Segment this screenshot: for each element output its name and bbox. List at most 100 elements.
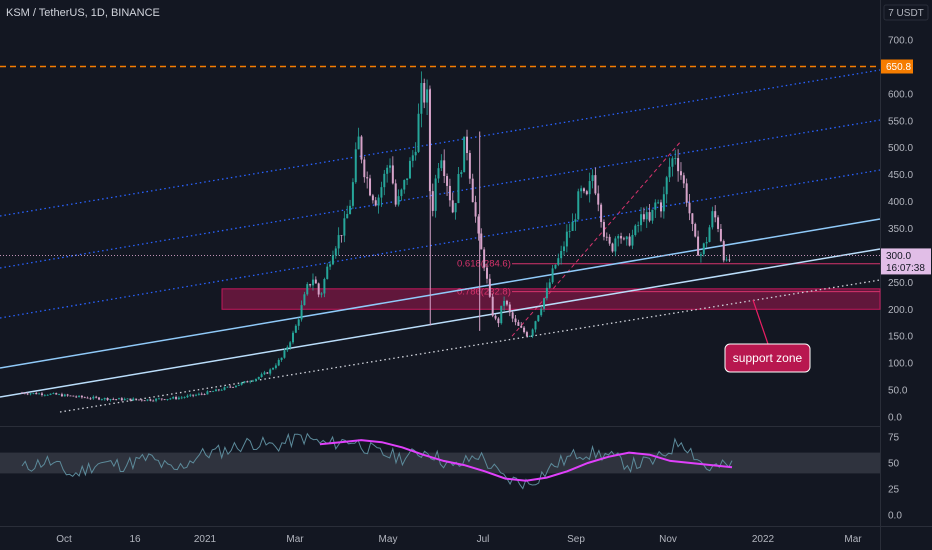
candle-5: [35, 391, 38, 395]
callout-pointer: [752, 299, 769, 345]
candle-134: [403, 179, 406, 194]
candle-221: [651, 209, 654, 224]
candle-3: [29, 392, 32, 396]
candle-132: [397, 189, 400, 207]
candle-93: [286, 345, 289, 353]
price-axis[interactable]: 700.0650.0600.0550.0500.0450.0400.0350.0…: [888, 36, 913, 424]
candle-192: [568, 223, 571, 238]
candle-113: [343, 210, 346, 243]
candle-231: [679, 162, 682, 180]
candle-63: [200, 392, 203, 396]
candle-210: [620, 232, 623, 244]
candle-105: [320, 292, 323, 298]
candle-202: [597, 185, 600, 212]
candle-207: [611, 242, 614, 253]
candle-156: [466, 129, 469, 161]
candle-247: [725, 256, 728, 262]
candle-20: [78, 395, 81, 398]
candle-30: [106, 397, 109, 401]
candle-188: [557, 253, 560, 267]
candle-196: [580, 185, 583, 198]
candle-180: [534, 320, 537, 333]
price-tick-label-12: 100.0: [888, 359, 913, 370]
candle-220: [648, 204, 651, 223]
chart-title: KSM / TetherUS, 1D, BINANCE: [6, 7, 160, 19]
candle-46: [152, 399, 155, 402]
candle-10: [49, 393, 52, 396]
candle-160: [477, 214, 480, 241]
candle-64: [203, 393, 206, 396]
candle-228: [671, 156, 674, 177]
candle-49: [160, 398, 163, 401]
candle-106: [323, 277, 326, 298]
rsi-tick-label-0: 75: [888, 433, 900, 444]
candle-194: [574, 213, 577, 231]
candle-42: [140, 399, 143, 402]
price-tick-label-13: 50.0: [888, 386, 908, 397]
candle-205: [605, 232, 608, 241]
candle-191: [565, 224, 568, 253]
candle-47: [155, 398, 158, 403]
candle-44: [146, 399, 149, 402]
candle-235: [691, 213, 694, 232]
candle-65: [206, 390, 209, 395]
candle-36: [123, 397, 126, 401]
candle-142: [426, 79, 429, 115]
fib-level-label-1: 0.786(232.8): [457, 287, 511, 298]
time-tick-label-5: Jul: [477, 534, 490, 545]
candle-206: [608, 234, 611, 246]
support-zone-callout[interactable]: support zone: [724, 299, 811, 373]
candle-227: [668, 157, 671, 183]
fib-trend-line: [511, 142, 681, 337]
candle-164: [488, 274, 491, 298]
candle-79: [246, 380, 249, 383]
current-price-label: 300.016:07:38: [881, 248, 931, 275]
candle-29: [103, 397, 106, 401]
resistance-price-text: 650.8: [886, 62, 911, 73]
channel-lower-line: [0, 248, 881, 398]
candle-25: [92, 395, 95, 400]
currency-button[interactable]: 7 USDT: [883, 4, 929, 21]
candle-168: [500, 305, 503, 325]
candle-126: [380, 181, 383, 207]
candle-15: [63, 393, 66, 397]
candle-70: [220, 388, 223, 391]
rsi-pane[interactable]: [0, 428, 880, 526]
candle-81: [252, 379, 255, 382]
candle-58: [186, 394, 189, 399]
candle-159: [474, 195, 477, 223]
time-axis[interactable]: Oct 16 2021 Mar May Jul Sep Nov 2022 Mar: [56, 534, 862, 545]
candle-41: [137, 399, 140, 401]
time-tick-label-2: 2021: [194, 534, 217, 545]
candle-139: [417, 103, 420, 154]
candle-8: [43, 394, 46, 397]
candle-124: [374, 197, 377, 207]
countdown-text: 16:07:38: [886, 263, 925, 274]
candle-95: [292, 330, 295, 345]
candle-104: [317, 282, 320, 298]
candle-201: [594, 167, 597, 196]
candle-135: [406, 178, 409, 185]
price-tick-label-10: 200.0: [888, 305, 913, 316]
candle-186: [551, 264, 554, 284]
candle-130: [391, 156, 394, 185]
dotted-channel-line-0: [0, 169, 881, 319]
candle-120: [363, 156, 366, 183]
candle-166: [494, 314, 497, 321]
rsi-axis[interactable]: 75 50 25 0.0: [888, 433, 902, 522]
candle-35: [120, 397, 123, 402]
candle-114: [346, 205, 349, 219]
drawings-layer: 0.618(284.6)0.786(232.8): [0, 65, 881, 413]
candle-242: [711, 206, 714, 230]
candle-117: [354, 142, 357, 184]
candle-107: [326, 263, 329, 280]
candle-214: [631, 229, 634, 250]
candle-184: [545, 282, 548, 301]
candle-96: [294, 324, 297, 334]
candle-27: [98, 396, 101, 401]
candle-85: [263, 370, 266, 376]
candle-50: [163, 399, 166, 401]
candle-183: [543, 297, 546, 312]
rsi-layer: [0, 432, 880, 490]
candles-layer: [21, 71, 731, 403]
